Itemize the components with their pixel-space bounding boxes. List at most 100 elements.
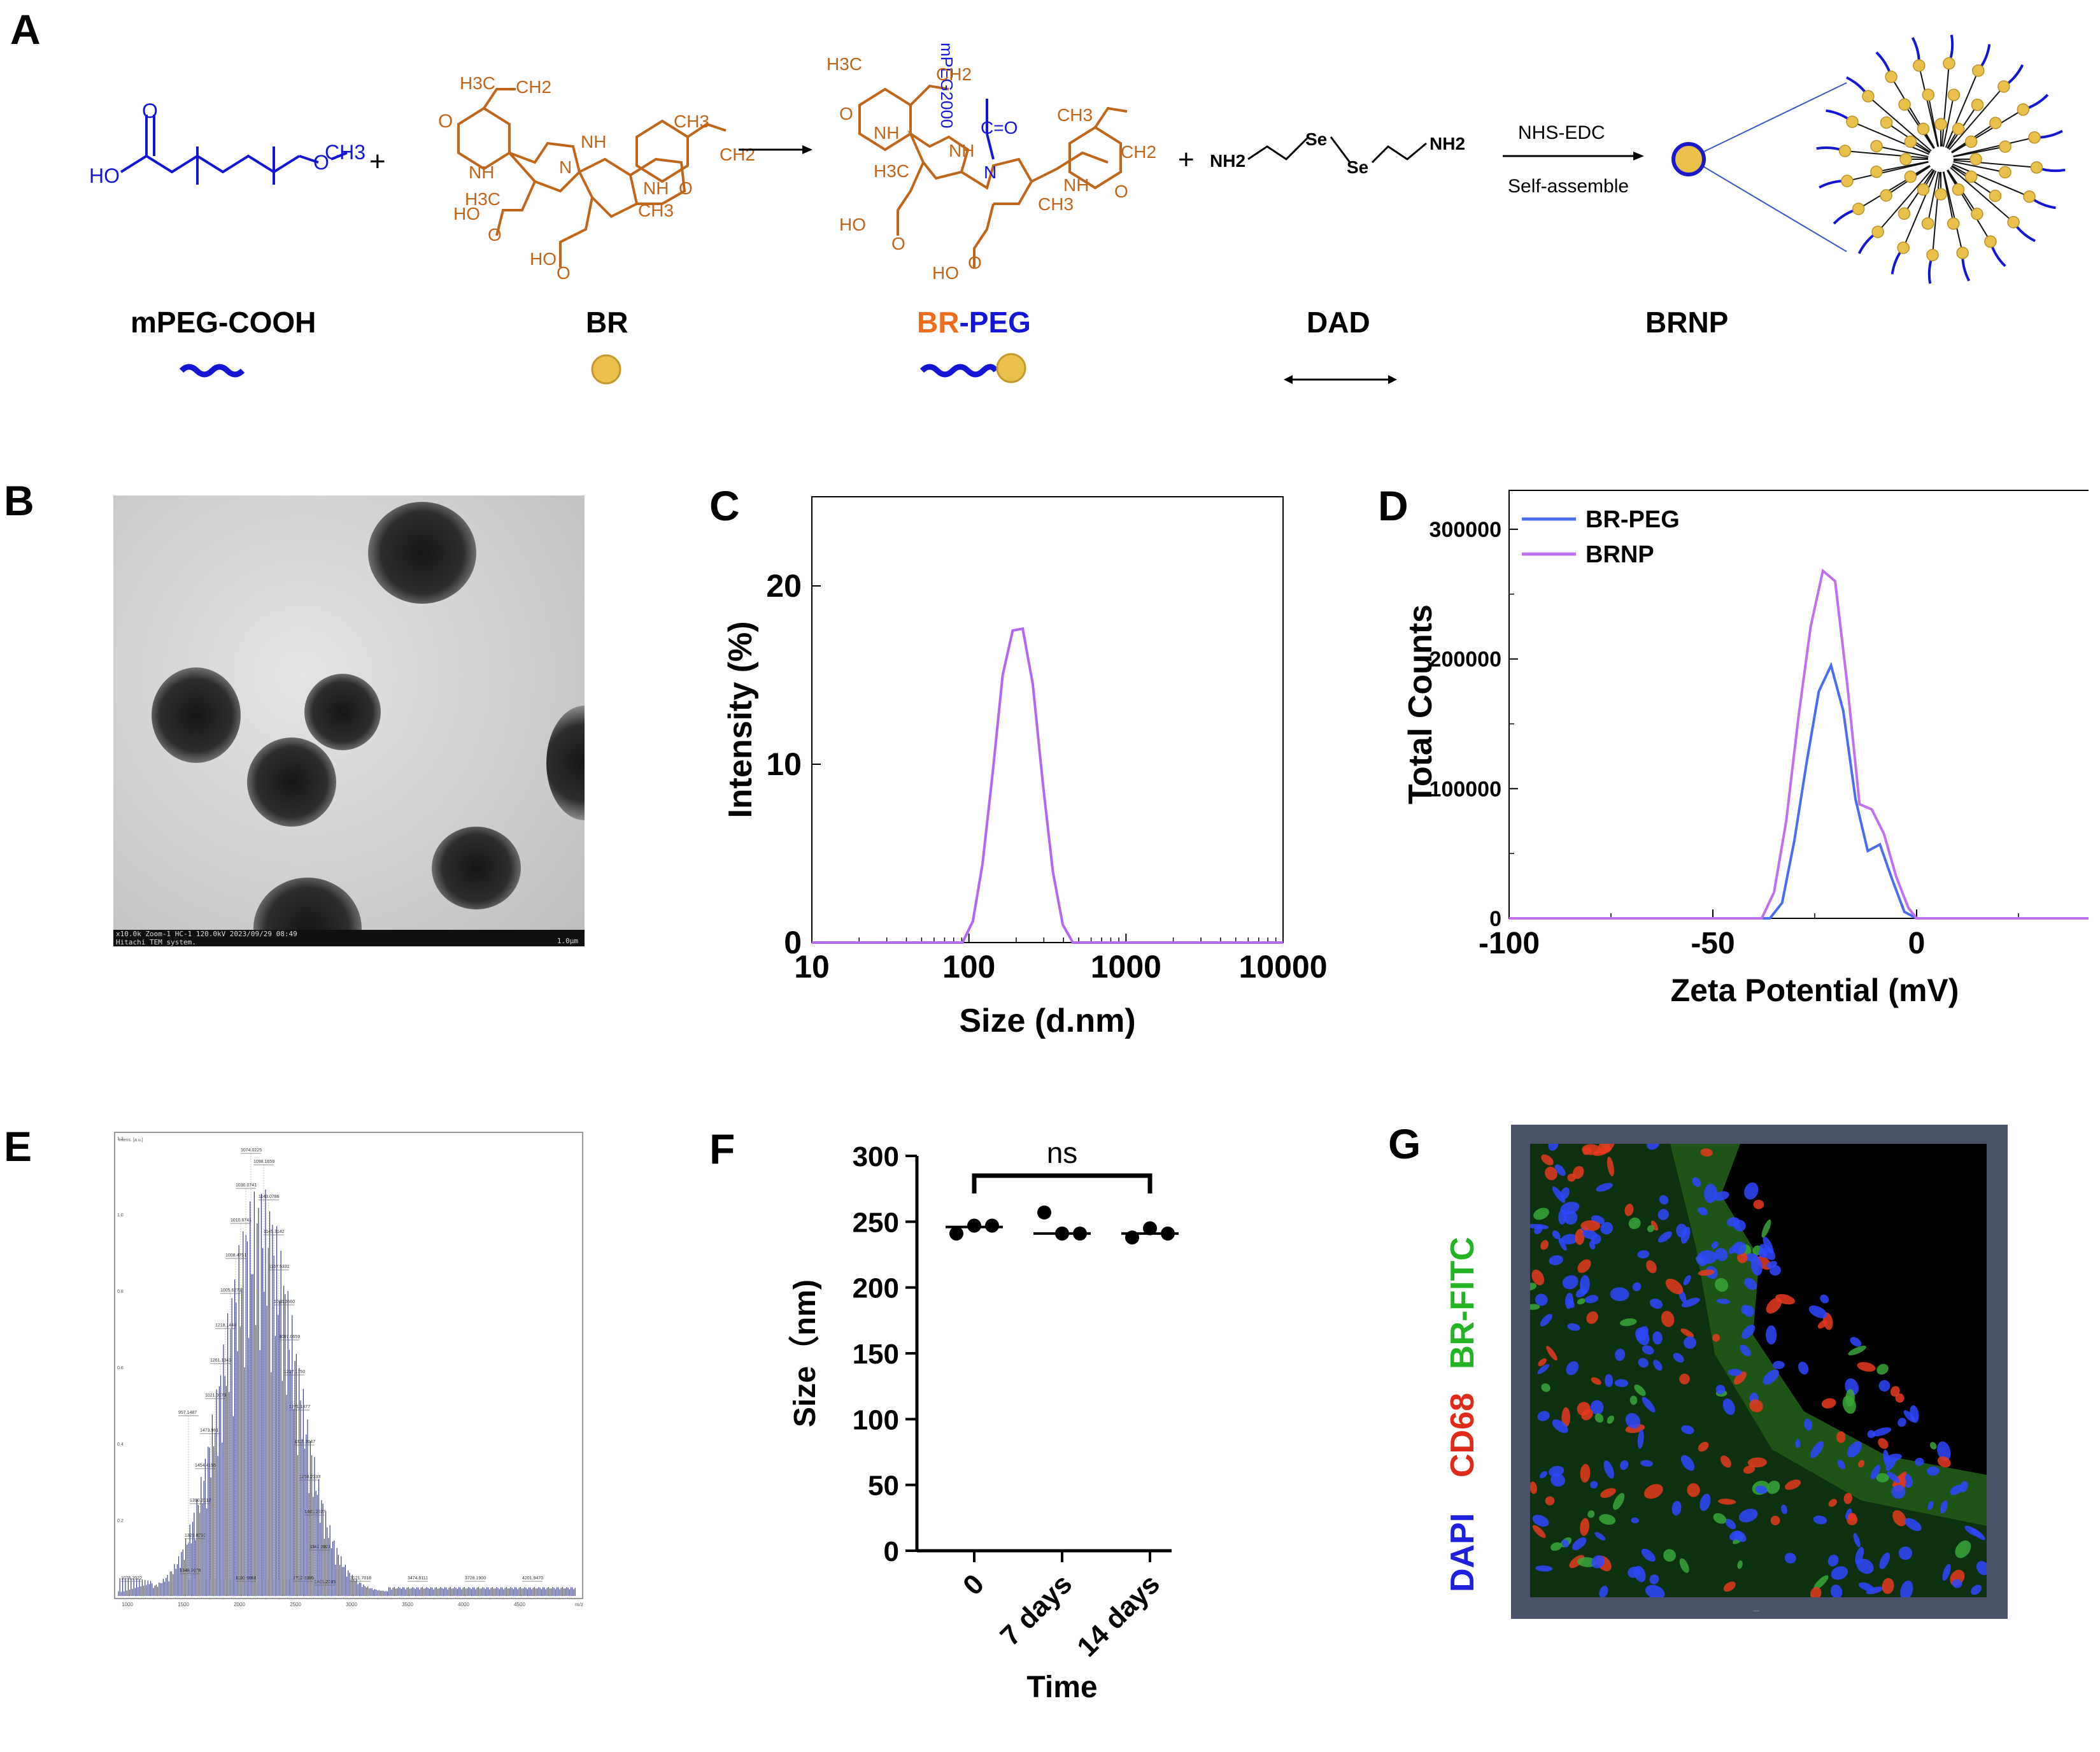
y-tick-label: 250 bbox=[853, 1207, 899, 1238]
y-tick-label: 50 bbox=[868, 1471, 899, 1502]
micelle-link bbox=[1876, 160, 1929, 173]
x-tick-label: 2000 bbox=[234, 1602, 245, 1607]
br-core-particle bbox=[1904, 135, 1917, 148]
cell-nucleus bbox=[1577, 1298, 1586, 1305]
dad-se-1: Se bbox=[1305, 129, 1327, 149]
peak-label: 1261.1343 bbox=[210, 1358, 231, 1363]
br-ch2-right: CH2 bbox=[720, 145, 755, 164]
brpeg-ho-2: HO bbox=[932, 263, 959, 283]
plot-frame bbox=[114, 1132, 583, 1599]
cell-nucleus bbox=[1561, 1539, 1570, 1548]
cell-nucleus bbox=[1586, 1311, 1598, 1324]
br-core-particle bbox=[1934, 188, 1947, 201]
cell-nucleus bbox=[1763, 1369, 1780, 1385]
cell-nucleus bbox=[1831, 1566, 1848, 1580]
br-ho-1: HO bbox=[453, 204, 480, 224]
br-core-particle bbox=[1943, 57, 1955, 70]
cell-nucleus bbox=[1971, 1528, 1985, 1541]
peak-label: 1227.1750 bbox=[284, 1370, 305, 1374]
cell-nucleus bbox=[1603, 1460, 1614, 1479]
cell-nucleus bbox=[1581, 1409, 1593, 1421]
cell-nucleus bbox=[1766, 1480, 1780, 1494]
cell-nucleus bbox=[1596, 1183, 1613, 1192]
micelle-link bbox=[1858, 165, 1931, 210]
cell-nucleus bbox=[1535, 1565, 1553, 1572]
tem-caption-line1: x10.0k Zoom-1 HC-1 120.0kV 2023/09/29 08… bbox=[116, 930, 297, 938]
cell-nucleus bbox=[1638, 1358, 1649, 1368]
dad-nh2-left: NH2 bbox=[1210, 151, 1245, 171]
y-tick-label: 0 bbox=[1489, 907, 1501, 931]
cell-nucleus bbox=[1671, 1500, 1682, 1516]
panel-label-f: F bbox=[709, 1125, 735, 1172]
cell-nucleus bbox=[1895, 1393, 1905, 1403]
cell-nucleus bbox=[1843, 1493, 1852, 1504]
cell-nucleus bbox=[1632, 1282, 1642, 1292]
br-core-particle bbox=[1999, 140, 2011, 153]
cell-nucleus bbox=[1580, 1518, 1590, 1536]
data-point bbox=[1037, 1205, 1051, 1220]
x-tick-label: 3500 bbox=[402, 1602, 413, 1607]
cell-nucleus bbox=[1646, 1260, 1657, 1274]
chart-d-zeta-potential: -100-500500100000200000300000BR-PEGBRNPZ… bbox=[1402, 490, 2089, 1008]
cell-nucleus bbox=[1850, 1337, 1862, 1347]
br-core-particle bbox=[2023, 190, 2036, 203]
cell-nucleus bbox=[1566, 1361, 1579, 1376]
cell-nucleus bbox=[1927, 1466, 1940, 1476]
cell-nucleus bbox=[1607, 1157, 1614, 1177]
br-ho-2: HO bbox=[530, 249, 557, 269]
cell-nucleus bbox=[1628, 1217, 1641, 1229]
cell-nucleus bbox=[1647, 1144, 1659, 1150]
cell-nucleus bbox=[1698, 1441, 1709, 1452]
cell-nucleus bbox=[1915, 1457, 1924, 1466]
cell-nucleus bbox=[1661, 1311, 1675, 1327]
micelle-link bbox=[1952, 163, 2030, 197]
cell-nucleus bbox=[1817, 1320, 1827, 1329]
cell-nucleus bbox=[1653, 1360, 1663, 1371]
cell-nucleus bbox=[1728, 1369, 1742, 1376]
cell-nucleus bbox=[1605, 1374, 1614, 1388]
plus-2: + bbox=[1178, 144, 1195, 175]
data-point bbox=[967, 1218, 981, 1233]
cell-nucleus bbox=[1937, 1456, 1951, 1468]
x-axis-label: Zeta Potential (mV) bbox=[1671, 972, 1959, 1008]
cell-nucleus bbox=[1549, 1255, 1563, 1265]
cell-nucleus bbox=[1810, 1587, 1822, 1597]
mpeg-squiggle-icon bbox=[179, 364, 245, 378]
cell-nucleus bbox=[1753, 1199, 1764, 1209]
cell-nucleus bbox=[1877, 1364, 1889, 1375]
cell-nucleus bbox=[1734, 1530, 1747, 1542]
x-tick-label: 4000 bbox=[458, 1602, 469, 1607]
cell-nucleus bbox=[1773, 1360, 1785, 1369]
cell-nucleus bbox=[1766, 1325, 1777, 1345]
cell-nucleus bbox=[1561, 1407, 1571, 1427]
cell-nucleus bbox=[1848, 1513, 1857, 1521]
cell-nucleus bbox=[1684, 1336, 1697, 1349]
cell-nucleus bbox=[1582, 1230, 1598, 1239]
cell-nucleus bbox=[1680, 1455, 1695, 1471]
data-point bbox=[949, 1226, 963, 1241]
cell-nucleus bbox=[1696, 1254, 1708, 1267]
cell-nucleus bbox=[1905, 1518, 1922, 1531]
nhs-edc-label: NHS-EDC bbox=[1518, 122, 1605, 143]
br-core-particle bbox=[1934, 118, 1947, 131]
cell-nucleus bbox=[1870, 1464, 1881, 1480]
cell-nucleus bbox=[1530, 1283, 1537, 1291]
br-o-1: O bbox=[488, 225, 502, 245]
cell-nucleus bbox=[1540, 1240, 1549, 1250]
cell-nucleus bbox=[1821, 1398, 1836, 1409]
cell-nucleus bbox=[1699, 1493, 1711, 1511]
cell-nucleus bbox=[1725, 1518, 1736, 1530]
x-tick-label: 1000 bbox=[1091, 949, 1161, 985]
peak-label: 1401.2027 bbox=[304, 1510, 325, 1514]
y-tick-label: 300000 bbox=[1430, 518, 1501, 542]
cell-nucleus bbox=[1720, 1455, 1731, 1468]
data-point bbox=[1055, 1226, 1069, 1241]
cell-nucleus bbox=[1952, 1579, 1962, 1588]
micelle-link bbox=[1943, 171, 1964, 253]
cell-nucleus bbox=[1750, 1256, 1763, 1276]
cell-nucleus bbox=[1866, 1586, 1884, 1595]
cell-nucleus bbox=[1804, 1418, 1813, 1431]
micelle-link bbox=[1947, 169, 1991, 242]
cell-nucleus bbox=[1663, 1549, 1676, 1562]
